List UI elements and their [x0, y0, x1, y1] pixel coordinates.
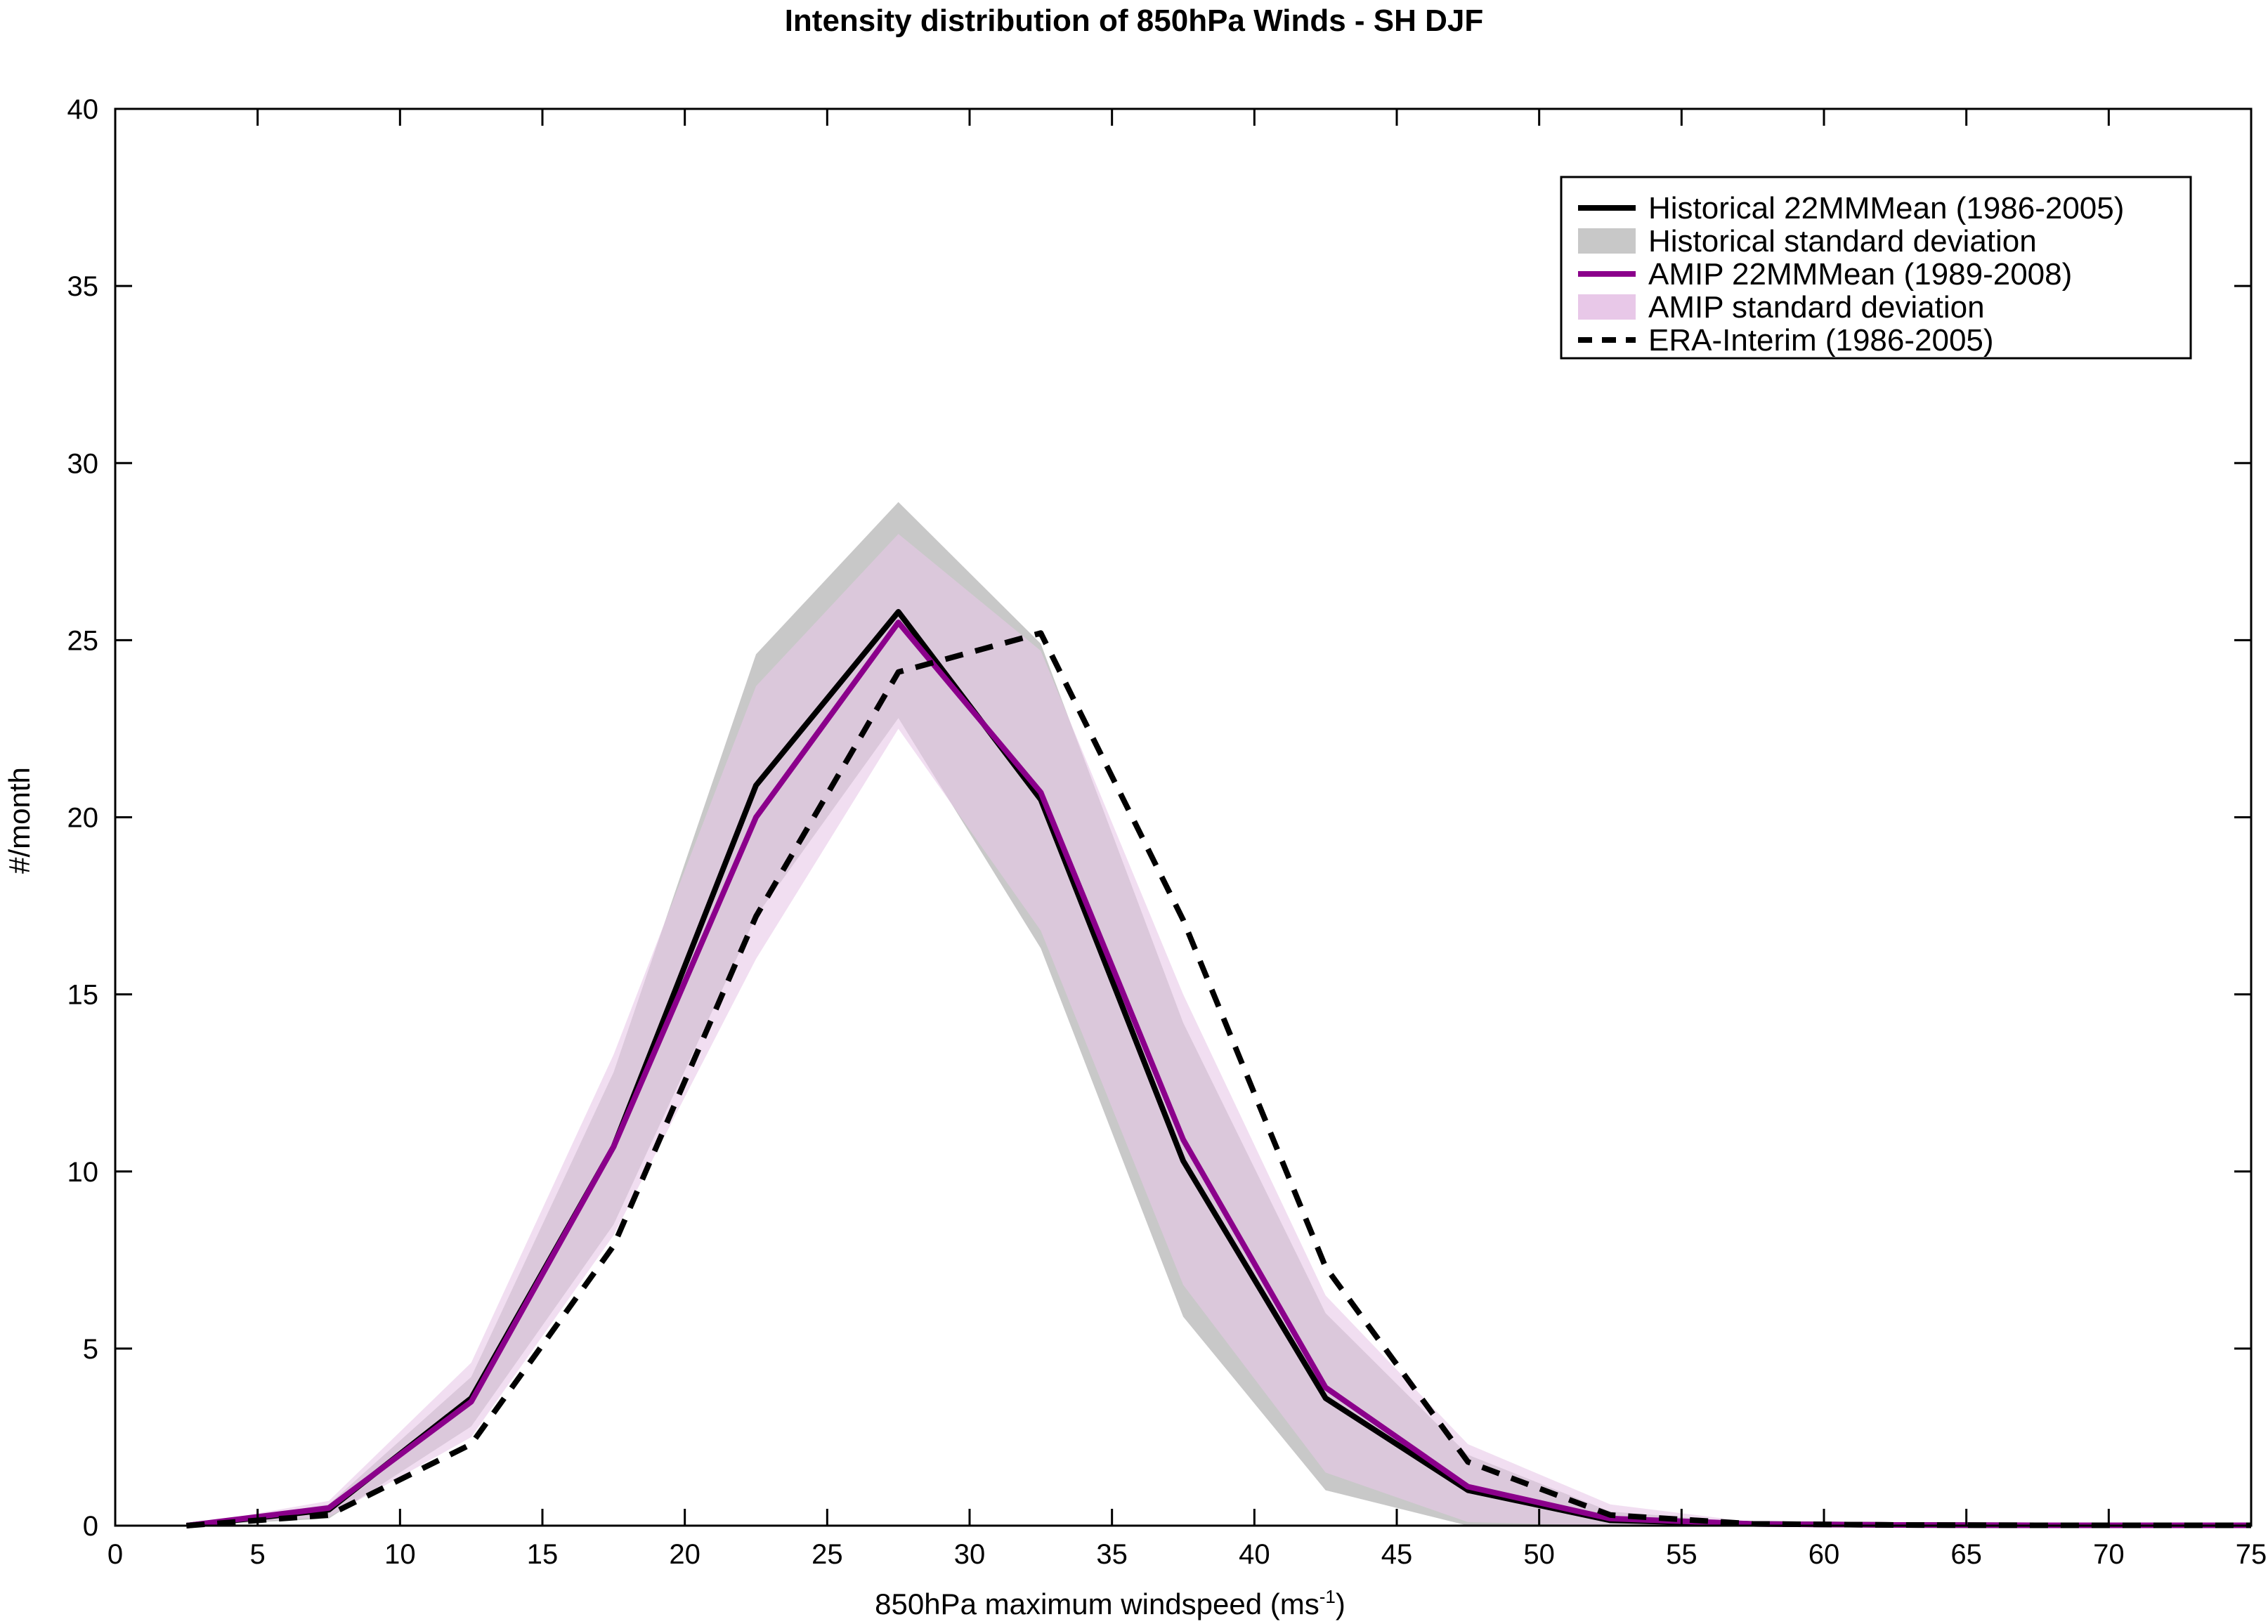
x-axis-label-superscript: -1 [1319, 1586, 1336, 1607]
y-tick-label: 25 [67, 625, 99, 656]
band-amip-std [186, 534, 2252, 1526]
x-tick-label: 45 [1381, 1539, 1413, 1570]
x-tick-label: 55 [1666, 1539, 1697, 1570]
x-tick-label: 15 [527, 1539, 559, 1570]
x-tick-label: 30 [954, 1539, 986, 1570]
x-axis-label: 850hPa maximum windspeed (ms-1) [875, 1586, 1345, 1620]
x-axis-ticks: 0 5 10 15 20 25 30 35 40 45 50 55 60 65 70 75 [107, 109, 2267, 1570]
plot-area: 0 5 10 15 20 25 30 35 40 45 50 55 60 65 70 75 0 5 10 15 20 2… [67, 94, 2267, 1570]
y-axis-label: #/month [3, 767, 36, 874]
y-tick-label: 10 [67, 1157, 99, 1188]
x-tick-label: 50 [1523, 1539, 1555, 1570]
legend-label: Historical 22MMMean (1986-2005) [1648, 191, 2124, 225]
y-tick-label: 30 [67, 448, 99, 479]
x-tick-label: 20 [669, 1539, 700, 1570]
std-dev-bands [186, 502, 2252, 1526]
y-tick-label: 40 [67, 94, 99, 125]
x-tick-label: 60 [1808, 1539, 1840, 1570]
legend-label: ERA-Interim (1986-2005) [1648, 323, 1994, 358]
legend: Historical 22MMMean (1986-2005)Historica… [1560, 176, 2192, 360]
x-tick-label: 70 [2093, 1539, 2125, 1570]
y-tick-label: 15 [67, 980, 99, 1011]
x-axis-label-text: 850hPa maximum windspeed (ms [875, 1587, 1319, 1620]
legend-swatch-patch [1578, 294, 1636, 320]
x-tick-label: 40 [1239, 1539, 1270, 1570]
y-tick-label: 35 [67, 271, 99, 302]
x-tick-label: 10 [384, 1539, 416, 1570]
legend-label: AMIP 22MMMean (1989-2008) [1648, 257, 2072, 292]
x-tick-label: 35 [1096, 1539, 1128, 1570]
y-tick-label: 0 [83, 1511, 98, 1542]
x-axis-label-suffix: ) [1336, 1587, 1345, 1620]
x-tick-label: 65 [1950, 1539, 1982, 1570]
x-tick-label: 5 [250, 1539, 266, 1570]
x-tick-label: 0 [107, 1539, 123, 1570]
x-tick-label: 25 [812, 1539, 843, 1570]
y-axis-ticks: 0 5 10 15 20 25 30 35 40 [67, 94, 2251, 1542]
y-tick-label: 5 [83, 1334, 98, 1365]
legend-swatch-patch [1578, 228, 1636, 254]
x-tick-label: 75 [2236, 1539, 2267, 1570]
y-tick-label: 20 [67, 803, 99, 834]
legend-label: Historical standard deviation [1648, 224, 2037, 258]
legend-label: AMIP standard deviation [1648, 290, 1985, 325]
legend-box [1560, 176, 2192, 360]
chart-title: Intensity distribution of 850hPa Winds -… [785, 4, 1484, 38]
